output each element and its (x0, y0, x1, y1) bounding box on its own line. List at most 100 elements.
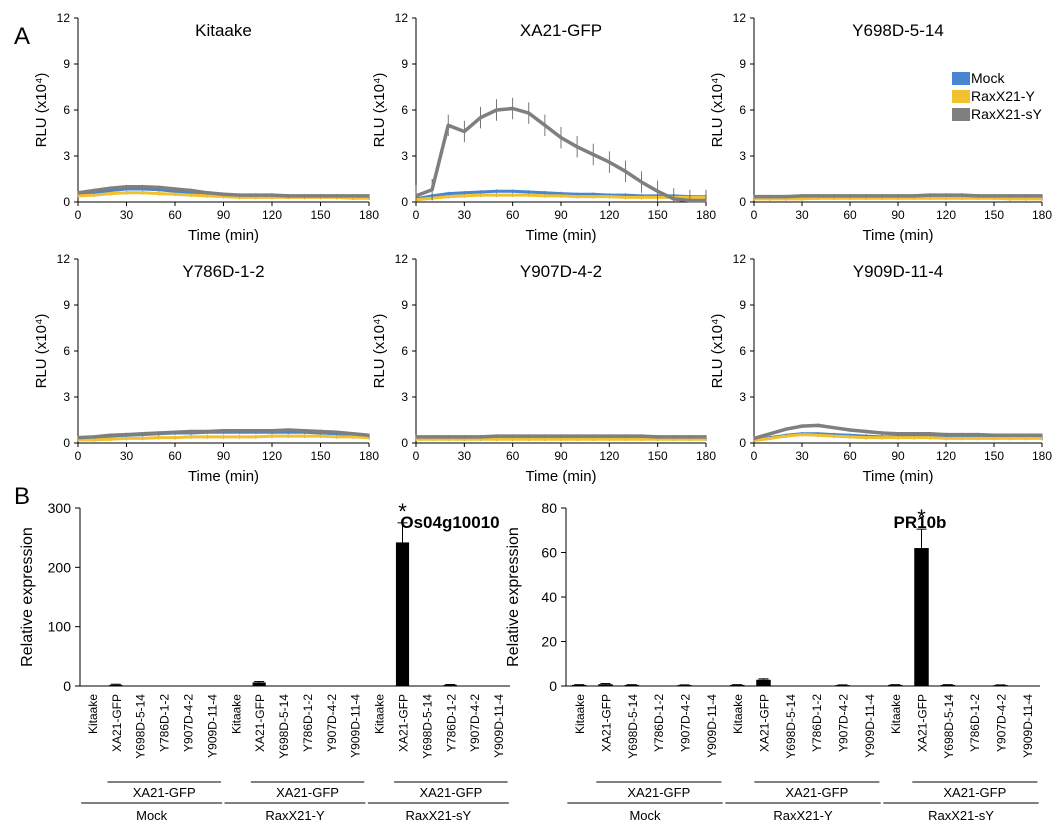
y-axis-label: RLU (x10⁴) (33, 314, 50, 389)
x-tick-label: 30 (120, 449, 134, 463)
y-tick-label: 0 (739, 195, 746, 209)
x-tick-label: 90 (891, 208, 905, 222)
y-tick-label: 12 (57, 11, 71, 25)
subgroup-label: XA21-GFP (627, 785, 690, 800)
x-tick-label: 30 (795, 208, 809, 222)
bar-kitaake (571, 684, 587, 686)
treatment-label: RaxX21-sY (405, 808, 471, 823)
x-tick-label: 0 (751, 449, 758, 463)
chart-title: Y698D-5-14 (852, 21, 944, 40)
y-tick-label: 100 (48, 619, 72, 635)
treatment-label: Mock (629, 808, 661, 823)
series-line-raxx21-sy (77, 428, 370, 440)
category-label: Y698D-5-14 (420, 694, 434, 759)
category-label: Y786D-1-2 (810, 694, 824, 752)
category-label: Kitaake (229, 694, 243, 734)
x-tick-label: 30 (458, 449, 472, 463)
y-tick-label: 3 (401, 149, 408, 163)
category-label: Y786D-1-2 (652, 694, 666, 752)
x-tick-label: 120 (599, 208, 619, 222)
bar-y786d-1-2 (300, 685, 314, 687)
y-tick-label: 9 (63, 57, 70, 71)
legend-swatch-mock (952, 72, 970, 85)
y-tick-label: 9 (63, 298, 70, 312)
x-tick-label: 180 (359, 208, 379, 222)
y-tick-label: 12 (733, 252, 747, 266)
bar-xa21-gfp (395, 542, 410, 686)
y-tick-label: 200 (48, 559, 72, 575)
y-tick-label: 0 (63, 195, 70, 209)
y-tick-label: 3 (739, 149, 746, 163)
treatment-label: RaxX21-Y (265, 808, 325, 823)
bar-kitaake (729, 684, 745, 686)
series-line-raxx21-sy (415, 106, 706, 203)
bar-y907d-4-2 (324, 685, 338, 687)
y-tick-label: 0 (401, 436, 408, 450)
chart-title: XA21-GFP (520, 21, 602, 40)
series-line-raxx21-sy (753, 423, 1042, 441)
bar-y909d-11-4 (861, 685, 877, 687)
y-tick-label: 12 (733, 11, 747, 25)
chart-title: Kitaake (195, 21, 252, 40)
bar-y907d-4-2 (835, 685, 850, 686)
category-label: Y909D-11-4 (705, 694, 719, 758)
subgroup-label: XA21-GFP (943, 785, 1006, 800)
chart-title: Y786D-1-2 (182, 262, 264, 281)
category-label: Y698D-5-14 (134, 694, 148, 759)
category-label: Y907D-4-2 (837, 694, 851, 752)
y-axis-label: RLU (x10⁴) (371, 73, 388, 148)
x-tick-label: 120 (262, 208, 282, 222)
category-label: Y786D-1-2 (444, 694, 458, 752)
bar-kitaake (228, 685, 242, 687)
y-tick-label: 0 (63, 436, 70, 450)
bar-xa21-gfp (598, 684, 613, 686)
bar-y786d-1-2 (966, 685, 982, 687)
bar-chart-2: PR10b 0 20 40 60 80 Relative expression * Kitaak… (505, 500, 1040, 823)
subgroup-label: XA21-GFP (785, 785, 848, 800)
x-tick-label: 30 (458, 208, 472, 222)
y-tick-label: 3 (401, 390, 408, 404)
category-label: Kitaake (373, 694, 387, 734)
treatment-label: RaxX21-sY (928, 808, 994, 823)
bar-kitaake (85, 685, 99, 687)
bar-y698d-5-14 (419, 685, 433, 687)
y-tick-label: 9 (739, 298, 746, 312)
category-label: Kitaake (86, 694, 100, 734)
x-tick-label: 30 (120, 208, 134, 222)
category-label: Y786D-1-2 (301, 694, 315, 752)
bar-y909d-11-4 (703, 685, 719, 687)
legend-swatch-raxx21-y (952, 90, 970, 103)
y-tick-label: 0 (401, 195, 408, 209)
x-tick-label: 0 (75, 208, 82, 222)
x-tick-label: 150 (648, 449, 668, 463)
category-label: Y698D-5-14 (277, 694, 291, 759)
category-label: XA21-GFP (758, 694, 772, 752)
bar-xa21-gfp (756, 679, 771, 686)
x-tick-label: 60 (843, 208, 857, 222)
x-tick-label: 90 (217, 449, 231, 463)
y-tick-label: 3 (739, 390, 746, 404)
category-label: XA21-GFP (600, 694, 614, 752)
x-tick-label: 90 (554, 208, 568, 222)
category-label: Y909D-11-4 (205, 694, 219, 758)
bar-y909d-11-4 (204, 685, 218, 687)
series-line-raxx21-sy (416, 434, 706, 439)
x-tick-label: 150 (648, 208, 668, 222)
y-tick-label: 6 (63, 344, 70, 358)
category-label: XA21-GFP (110, 694, 124, 752)
y-tick-label: 0 (739, 436, 746, 450)
bar-y907d-4-2 (467, 685, 481, 687)
x-tick-label: 120 (936, 208, 956, 222)
y-tick-label: 6 (63, 103, 70, 117)
bar-y698d-5-14 (133, 685, 147, 687)
y-tick-label: 6 (739, 344, 746, 358)
legend-label-mock: Mock (971, 70, 1005, 86)
x-tick-label: 60 (843, 449, 857, 463)
chart-title: Y909D-11-4 (853, 262, 943, 281)
y-tick-label: 12 (395, 252, 409, 266)
panel-label-a: A (14, 23, 30, 50)
